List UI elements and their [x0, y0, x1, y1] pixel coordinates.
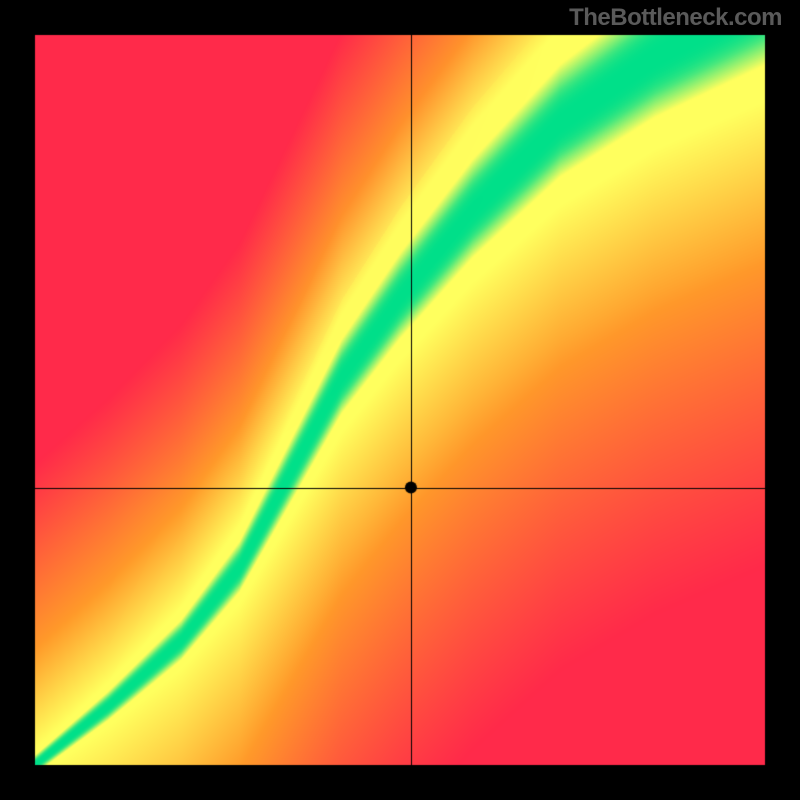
- chart-container: TheBottleneck.com: [0, 0, 800, 800]
- bottleneck-heatmap: [0, 0, 800, 800]
- watermark-text: TheBottleneck.com: [569, 4, 782, 32]
